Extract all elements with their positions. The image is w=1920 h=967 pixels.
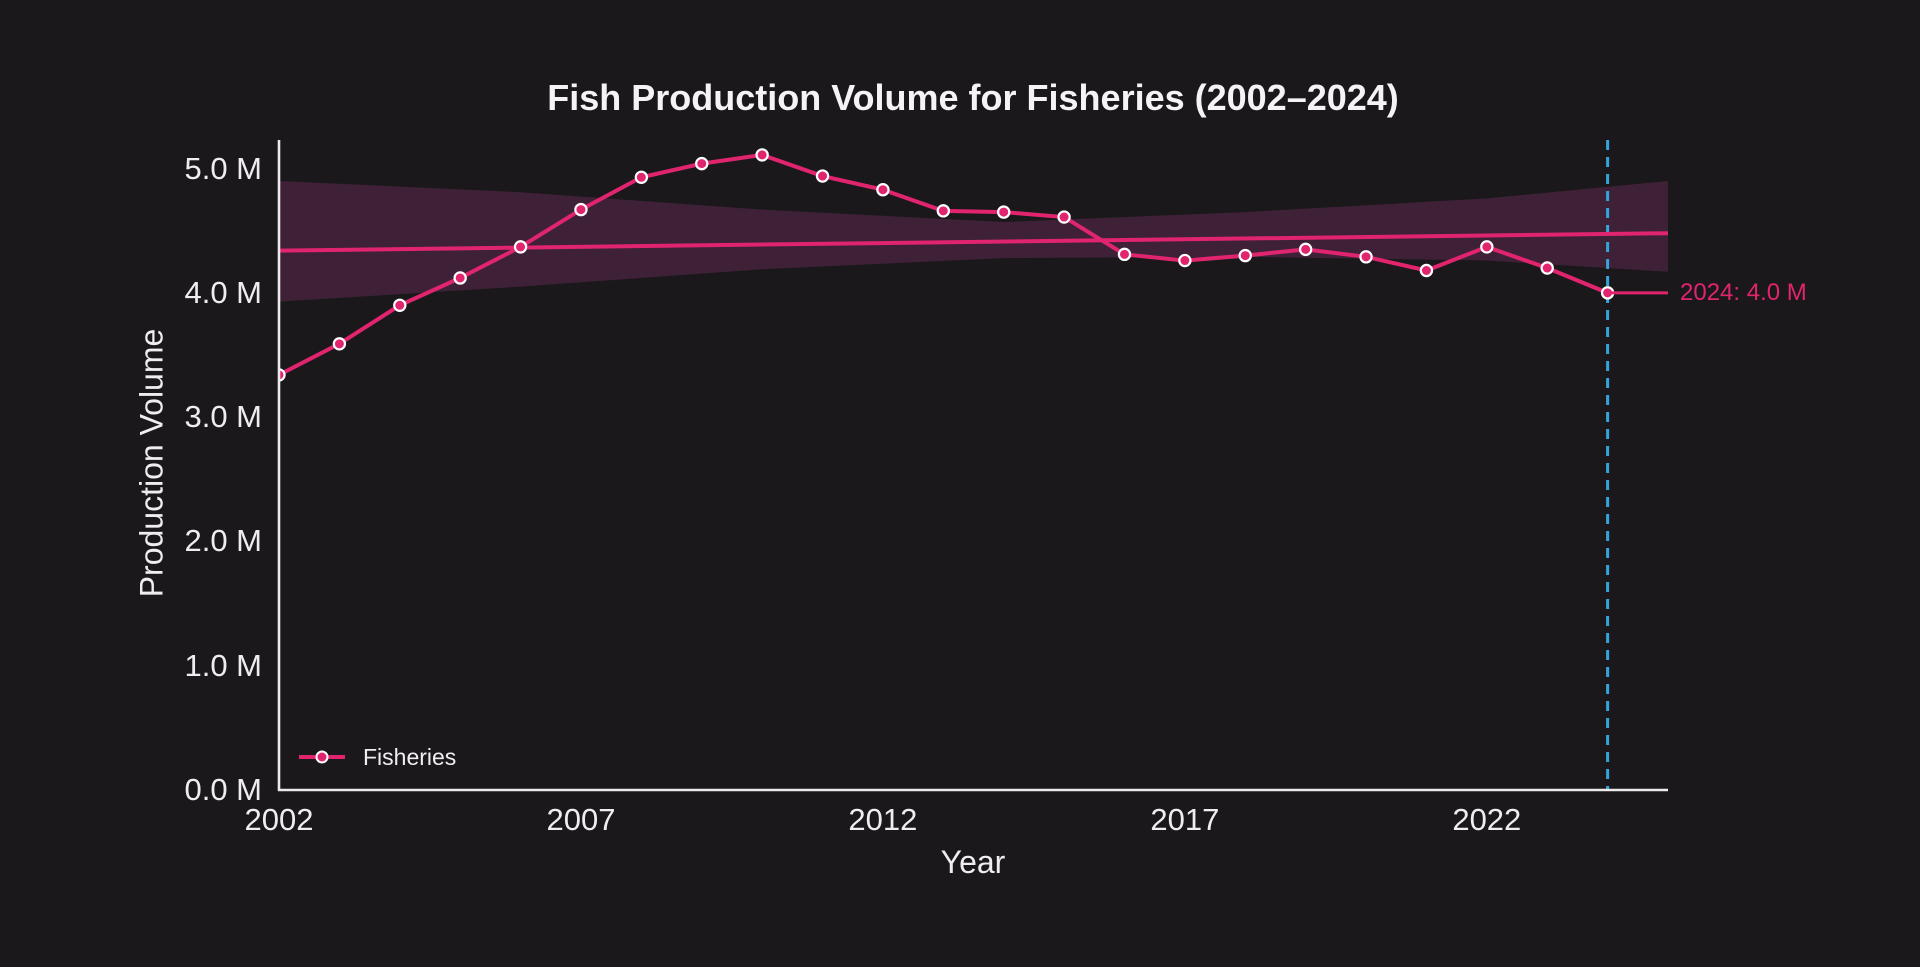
data-point: [1419, 263, 1434, 278]
legend-label: Fisheries: [363, 743, 457, 770]
data-point: [755, 148, 769, 162]
data-point: [393, 298, 407, 312]
y-tick-label: 2.0 M: [184, 523, 262, 559]
x-axis-title: Year: [940, 844, 1006, 880]
y-tick-label: 5.0 M: [184, 150, 262, 186]
annotation-2024: 2024: 4.0 M: [1680, 279, 1807, 306]
x-tick-label: 2022: [1452, 802, 1522, 837]
y-tick-label: 1.0 M: [184, 647, 262, 683]
data-point: [574, 202, 588, 217]
data-point: [1540, 261, 1554, 275]
data-point: [1117, 247, 1132, 262]
y-tick-label: 4.0 M: [184, 274, 262, 310]
data-point: [1057, 210, 1071, 224]
x-tick-label: 2002: [244, 802, 314, 837]
data-point: [453, 271, 467, 285]
y-tick-label: 3.0 M: [184, 399, 262, 435]
x-tick-label: 2012: [848, 802, 918, 837]
data-point: [695, 156, 709, 171]
x-tick-label: 2007: [546, 802, 616, 837]
chart-title: Fish Production Volume for Fisheries (20…: [547, 77, 1399, 118]
data-point: [1359, 250, 1373, 264]
data-point: [876, 183, 890, 197]
data-point: [1480, 240, 1494, 254]
data-point: [634, 170, 649, 184]
data-point: [1298, 242, 1313, 257]
y-tick-label: 0.0 M: [184, 772, 262, 807]
data-point: [936, 204, 951, 218]
legend: Fisheries: [298, 740, 456, 774]
fisheries-markers: [279, 148, 1615, 382]
data-point: [815, 169, 830, 183]
x-tick-label: 2017: [1150, 802, 1220, 837]
data-point: [996, 205, 1011, 219]
data-point: [279, 368, 286, 382]
data-point: [1178, 253, 1192, 268]
legend-line-marker-icon: [299, 750, 345, 764]
trend-line: [279, 231, 1669, 253]
data-point: [332, 337, 347, 351]
data-point: [513, 240, 528, 254]
data-point: [1238, 248, 1252, 263]
